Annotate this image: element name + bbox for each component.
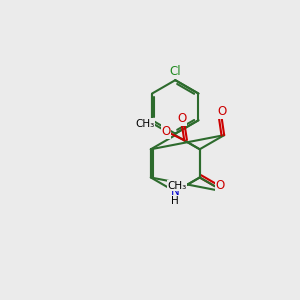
Text: N: N	[171, 185, 180, 198]
Text: O: O	[177, 112, 187, 125]
Text: H: H	[171, 196, 179, 206]
Text: O: O	[217, 106, 226, 118]
Text: Cl: Cl	[169, 65, 181, 78]
Text: CH₃: CH₃	[168, 181, 187, 191]
Text: O: O	[161, 125, 171, 138]
Text: O: O	[216, 179, 225, 192]
Text: CH₃: CH₃	[135, 119, 154, 129]
